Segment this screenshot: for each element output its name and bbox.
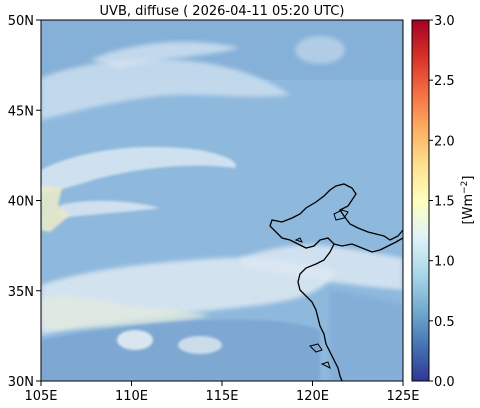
colorbar bbox=[411, 19, 430, 382]
coastline bbox=[269, 183, 403, 381]
colorbar-tick-label: 1.5 bbox=[434, 195, 455, 210]
colorbar-tick-label: 0.5 bbox=[434, 315, 455, 330]
x-tick-label: 120E bbox=[296, 389, 329, 404]
cloud-blob-3 bbox=[295, 36, 345, 64]
colorbar-label-end: ] bbox=[461, 176, 476, 181]
y-axis: 30N 35N 40N 45N 50N bbox=[8, 14, 41, 390]
x-axis: 105E 110E 115E 120E 125E bbox=[24, 381, 420, 404]
colorbar-tick-label: 0.0 bbox=[434, 375, 455, 390]
y-tick-label: 45N bbox=[8, 104, 34, 119]
x-tick-label: 115E bbox=[205, 389, 238, 404]
map-title: UVB, diffuse ( 2026-04-11 05:20 UTC) bbox=[100, 4, 345, 19]
field-noise bbox=[41, 20, 403, 381]
colorbar-label-sup: −2 bbox=[460, 181, 470, 194]
coastline-islands bbox=[294, 237, 331, 369]
y-tick-label: 35N bbox=[8, 285, 34, 300]
coastline-bay bbox=[333, 209, 349, 221]
y-tick-label: 30N bbox=[8, 375, 34, 390]
colorbar-tick-label: 2.5 bbox=[434, 74, 455, 89]
y-tick-label: 50N bbox=[8, 14, 34, 29]
colorbar-tick-label: 3.0 bbox=[434, 14, 455, 29]
colorbar-label-main: [Wm bbox=[461, 194, 476, 225]
x-tick-label: 105E bbox=[24, 389, 57, 404]
x-tick-label: 125E bbox=[386, 389, 419, 404]
colorbar-axis: 0.0 0.5 1.0 1.5 2.0 2.5 3.0 bbox=[429, 14, 455, 390]
cloud-blob-2 bbox=[178, 336, 222, 354]
coastline-peninsula bbox=[333, 237, 403, 253]
colorbar-label: [Wm−2] bbox=[460, 176, 476, 225]
colorbar-tick-label: 1.0 bbox=[434, 255, 455, 270]
y-tick-label: 40N bbox=[8, 195, 34, 210]
x-tick-label: 110E bbox=[115, 389, 148, 404]
map-field bbox=[41, 20, 403, 381]
colorbar-tick-label: 2.0 bbox=[434, 134, 455, 149]
cloud-blob-1 bbox=[117, 330, 153, 350]
